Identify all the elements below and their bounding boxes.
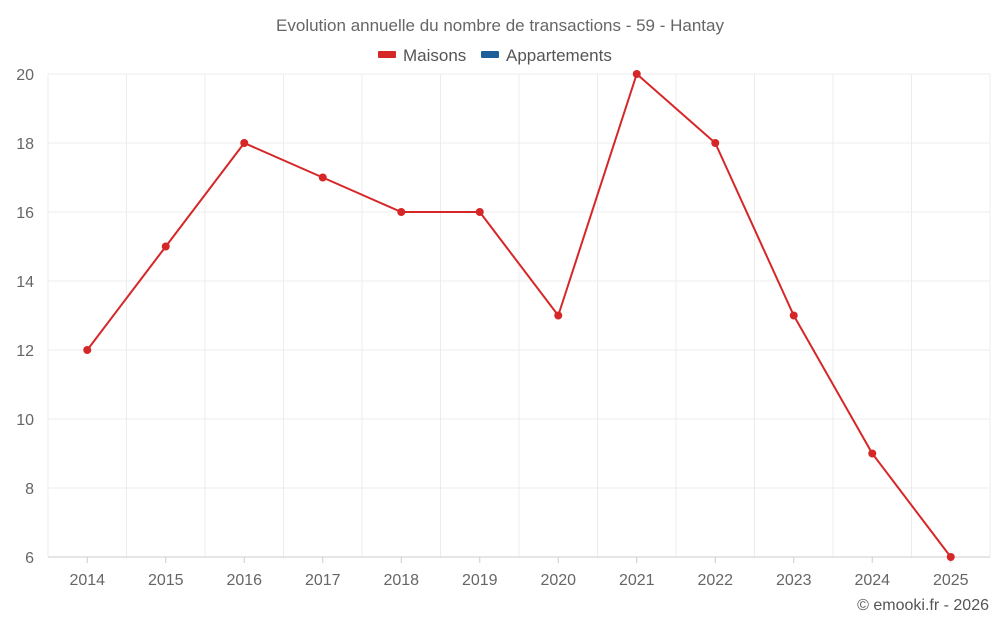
series-maisons xyxy=(83,70,955,561)
x-tick-label: 2018 xyxy=(383,572,419,589)
y-tick-label: 12 xyxy=(16,343,34,360)
x-tick-label: 2025 xyxy=(933,572,969,589)
data-point xyxy=(554,311,563,320)
legend-swatch-maisons xyxy=(378,51,396,58)
x-tick-label: 2022 xyxy=(697,572,733,589)
x-tick-label: 2017 xyxy=(305,572,341,589)
data-point xyxy=(240,139,249,147)
chart-title: Evolution annuelle du nombre de transact… xyxy=(276,16,724,35)
y-tick-label: 10 xyxy=(16,412,34,429)
data-point xyxy=(161,242,170,251)
x-tick-label: 2023 xyxy=(776,572,812,589)
data-point xyxy=(632,70,641,78)
x-tick-label: 2021 xyxy=(619,572,655,589)
legend-item-maisons[interactable]: Maisons xyxy=(378,46,466,65)
data-point xyxy=(397,208,406,216)
y-tick-label: 14 xyxy=(16,274,34,291)
axes: 6 8 10 12 14 16 18 20 2014 2015 2016 2017 2018 2019 20… xyxy=(16,67,990,589)
x-tick-label: 2020 xyxy=(540,572,576,589)
data-point xyxy=(318,173,327,182)
grid xyxy=(47,73,991,558)
legend-label-appartements: Appartements xyxy=(506,46,612,65)
data-point xyxy=(475,208,484,216)
data-point xyxy=(711,139,720,147)
x-tick-label: 2014 xyxy=(69,572,105,589)
y-tick-label: 8 xyxy=(25,481,34,498)
x-tick-label: 2015 xyxy=(148,572,184,589)
x-tick-label: 2016 xyxy=(226,572,262,589)
y-tick-label: 18 xyxy=(16,136,34,153)
y-tick-label: 16 xyxy=(16,205,34,222)
data-point xyxy=(83,346,92,354)
series-line-maisons xyxy=(86,73,952,558)
y-tick-label: 20 xyxy=(16,67,34,84)
legend: Maisons Appartements xyxy=(378,46,612,65)
data-point xyxy=(868,449,877,458)
x-tick-label: 2019 xyxy=(462,572,498,589)
credit-text: © emooki.fr - 2026 xyxy=(857,597,989,614)
y-tick-label: 6 xyxy=(25,550,34,567)
legend-label-maisons: Maisons xyxy=(403,46,466,65)
legend-item-appartements[interactable]: Appartements xyxy=(481,46,612,65)
x-tick-label: 2024 xyxy=(854,572,890,589)
data-point xyxy=(946,553,955,561)
legend-swatch-appartements xyxy=(481,51,499,58)
data-point xyxy=(789,311,798,320)
